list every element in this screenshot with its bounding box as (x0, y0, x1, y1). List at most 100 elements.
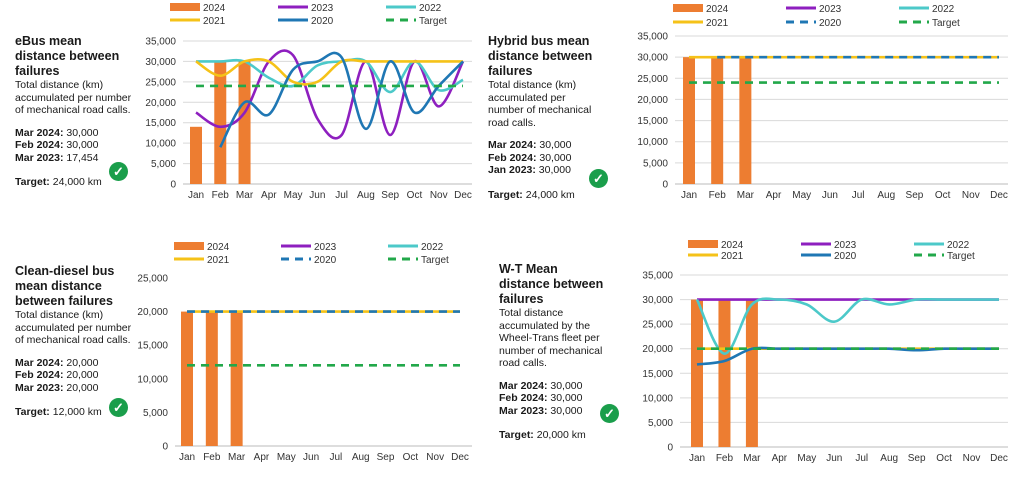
x-tick-label: May (797, 453, 816, 464)
panel-title: W-T Mean distance between failures (499, 262, 604, 306)
stat-value: 30,000 (547, 392, 583, 404)
stat-value: 30,000 (535, 164, 571, 176)
target-row: Target: 20,000 km (499, 429, 604, 442)
legend-label: 2020 (834, 251, 857, 262)
legend-item-2024: 2024 (174, 242, 230, 253)
chart-1: 0 5,000 10,000 15,000 20,000 25,000 30,000 35,0… (637, 4, 1008, 201)
legend-label: 2022 (419, 3, 442, 14)
x-tick-label: Jan (689, 453, 705, 464)
target-label: Target: (15, 176, 50, 188)
stat-row: Jan 2023: 30,000 (488, 164, 598, 177)
x-tick-label: Feb (709, 190, 727, 201)
y-tick-label: 0 (162, 442, 168, 453)
y-tick-label: 10,000 (637, 137, 668, 148)
x-tick-label: Jul (855, 453, 868, 464)
target-row: Target: 24,000 km (15, 176, 133, 189)
stat-label: Mar 2023: (15, 381, 64, 394)
legend-item-2020: 2020 (786, 18, 842, 29)
x-tick-label: Jul (852, 190, 865, 201)
x-tick-label: Jul (330, 452, 343, 463)
legend-label: Target (419, 16, 447, 27)
stat-value: 30,000 (536, 139, 572, 151)
legend-label: 2021 (203, 16, 226, 27)
stat-value: 20,000 (63, 356, 99, 369)
legend-label: 2021 (721, 251, 744, 262)
y-tick-label: 15,000 (642, 369, 673, 380)
series-line-2022 (695, 297, 999, 355)
y-tick-label: 20,000 (642, 344, 673, 355)
legend-item-2021: 2021 (174, 255, 230, 266)
legend-item-2022: 2022 (899, 4, 955, 15)
legend-item-2023: 2023 (801, 240, 857, 251)
bar-2024 (230, 311, 243, 446)
x-tick-label: Aug (357, 190, 375, 201)
legend-swatch (673, 4, 703, 12)
x-tick-label: Mar (737, 190, 755, 201)
stat-value: 30,000 (536, 151, 572, 164)
y-tick-label: 25,000 (637, 74, 668, 85)
x-tick-label: Feb (716, 453, 734, 464)
stat-row: Mar 2024: 30,000 (15, 127, 133, 140)
target-label: Target: (488, 188, 523, 201)
panel-title: Hybrid bus mean distance between failure… (488, 34, 593, 78)
y-tick-label: 15,000 (137, 341, 168, 352)
series-line-2020 (219, 51, 464, 148)
legend-label: 2023 (314, 242, 337, 253)
x-tick-label: Apr (254, 452, 270, 463)
target-row: Target: 12,000 km (15, 406, 133, 419)
stat-value: 30,000 (547, 379, 583, 392)
stat-row: Mar 2024: 30,000 (499, 380, 604, 393)
series-line-2020 (696, 346, 999, 366)
legend-item-2024: 2024 (688, 240, 744, 251)
bar-2024 (205, 311, 218, 446)
legend-item-2021: 2021 (170, 16, 226, 27)
legend-label: 2021 (706, 18, 729, 29)
x-tick-label: Jun (303, 452, 319, 463)
legend-label: 2024 (203, 3, 226, 14)
x-tick-label: Nov (962, 190, 980, 201)
target-value: 24,000 km (522, 188, 575, 201)
legend-item-target: Target (388, 255, 449, 266)
y-tick-label: 30,000 (642, 295, 673, 306)
ebus-info-panel: eBus mean distance between failures Tota… (15, 34, 133, 189)
stat-label: Mar 2023: (15, 151, 64, 164)
bar-2024 (214, 61, 227, 184)
x-tick-label: Dec (990, 453, 1008, 464)
target-row: Target: 24,000 km (488, 189, 598, 202)
stat-value: 30,000 (547, 404, 583, 417)
x-tick-label: Apr (766, 190, 782, 201)
stat-row: Mar 2024: 20,000 (15, 357, 133, 370)
legend-item-2021: 2021 (688, 251, 744, 262)
y-tick-label: 5,000 (648, 418, 673, 429)
legend-label: 2022 (932, 4, 955, 15)
legend-item-2022: 2022 (386, 3, 442, 14)
x-tick-label: May (277, 452, 296, 463)
x-tick-label: Sep (381, 190, 399, 201)
stat-label: Mar 2024: (488, 139, 537, 151)
y-tick-label: 30,000 (145, 57, 176, 68)
stat-value: 20,000 (63, 381, 99, 394)
stat-row: Mar 2024: 30,000 (488, 139, 598, 152)
legend-item-2020: 2020 (278, 16, 334, 27)
legend-label: 2023 (834, 240, 857, 251)
x-tick-label: Aug (880, 453, 898, 464)
bar-2024 (190, 126, 202, 184)
bar-2024 (745, 299, 758, 447)
legend-item-2022: 2022 (388, 242, 444, 253)
x-tick-label: Jul (335, 190, 348, 201)
x-tick-label: Jan (188, 190, 204, 201)
y-tick-label: 25,000 (145, 77, 176, 88)
panel-title: eBus mean distance between failures (15, 34, 120, 78)
y-tick-label: 10,000 (642, 393, 673, 404)
x-tick-label: Feb (203, 452, 221, 463)
legend-label: 2024 (721, 240, 744, 251)
x-tick-label: Feb (212, 190, 230, 201)
stat-row: Feb 2024: 30,000 (499, 392, 604, 405)
y-tick-label: 20,000 (137, 307, 168, 318)
chart-2: 0 5,000 10,000 15,000 20,000 25,000 Jan Feb Mar A… (137, 242, 472, 463)
x-tick-label: Nov (963, 453, 981, 464)
stat-label: Feb 2024: (488, 151, 537, 164)
stat-label: Feb 2024: (499, 392, 548, 404)
target-label: Target: (499, 429, 534, 441)
bar-2024 (739, 57, 752, 185)
